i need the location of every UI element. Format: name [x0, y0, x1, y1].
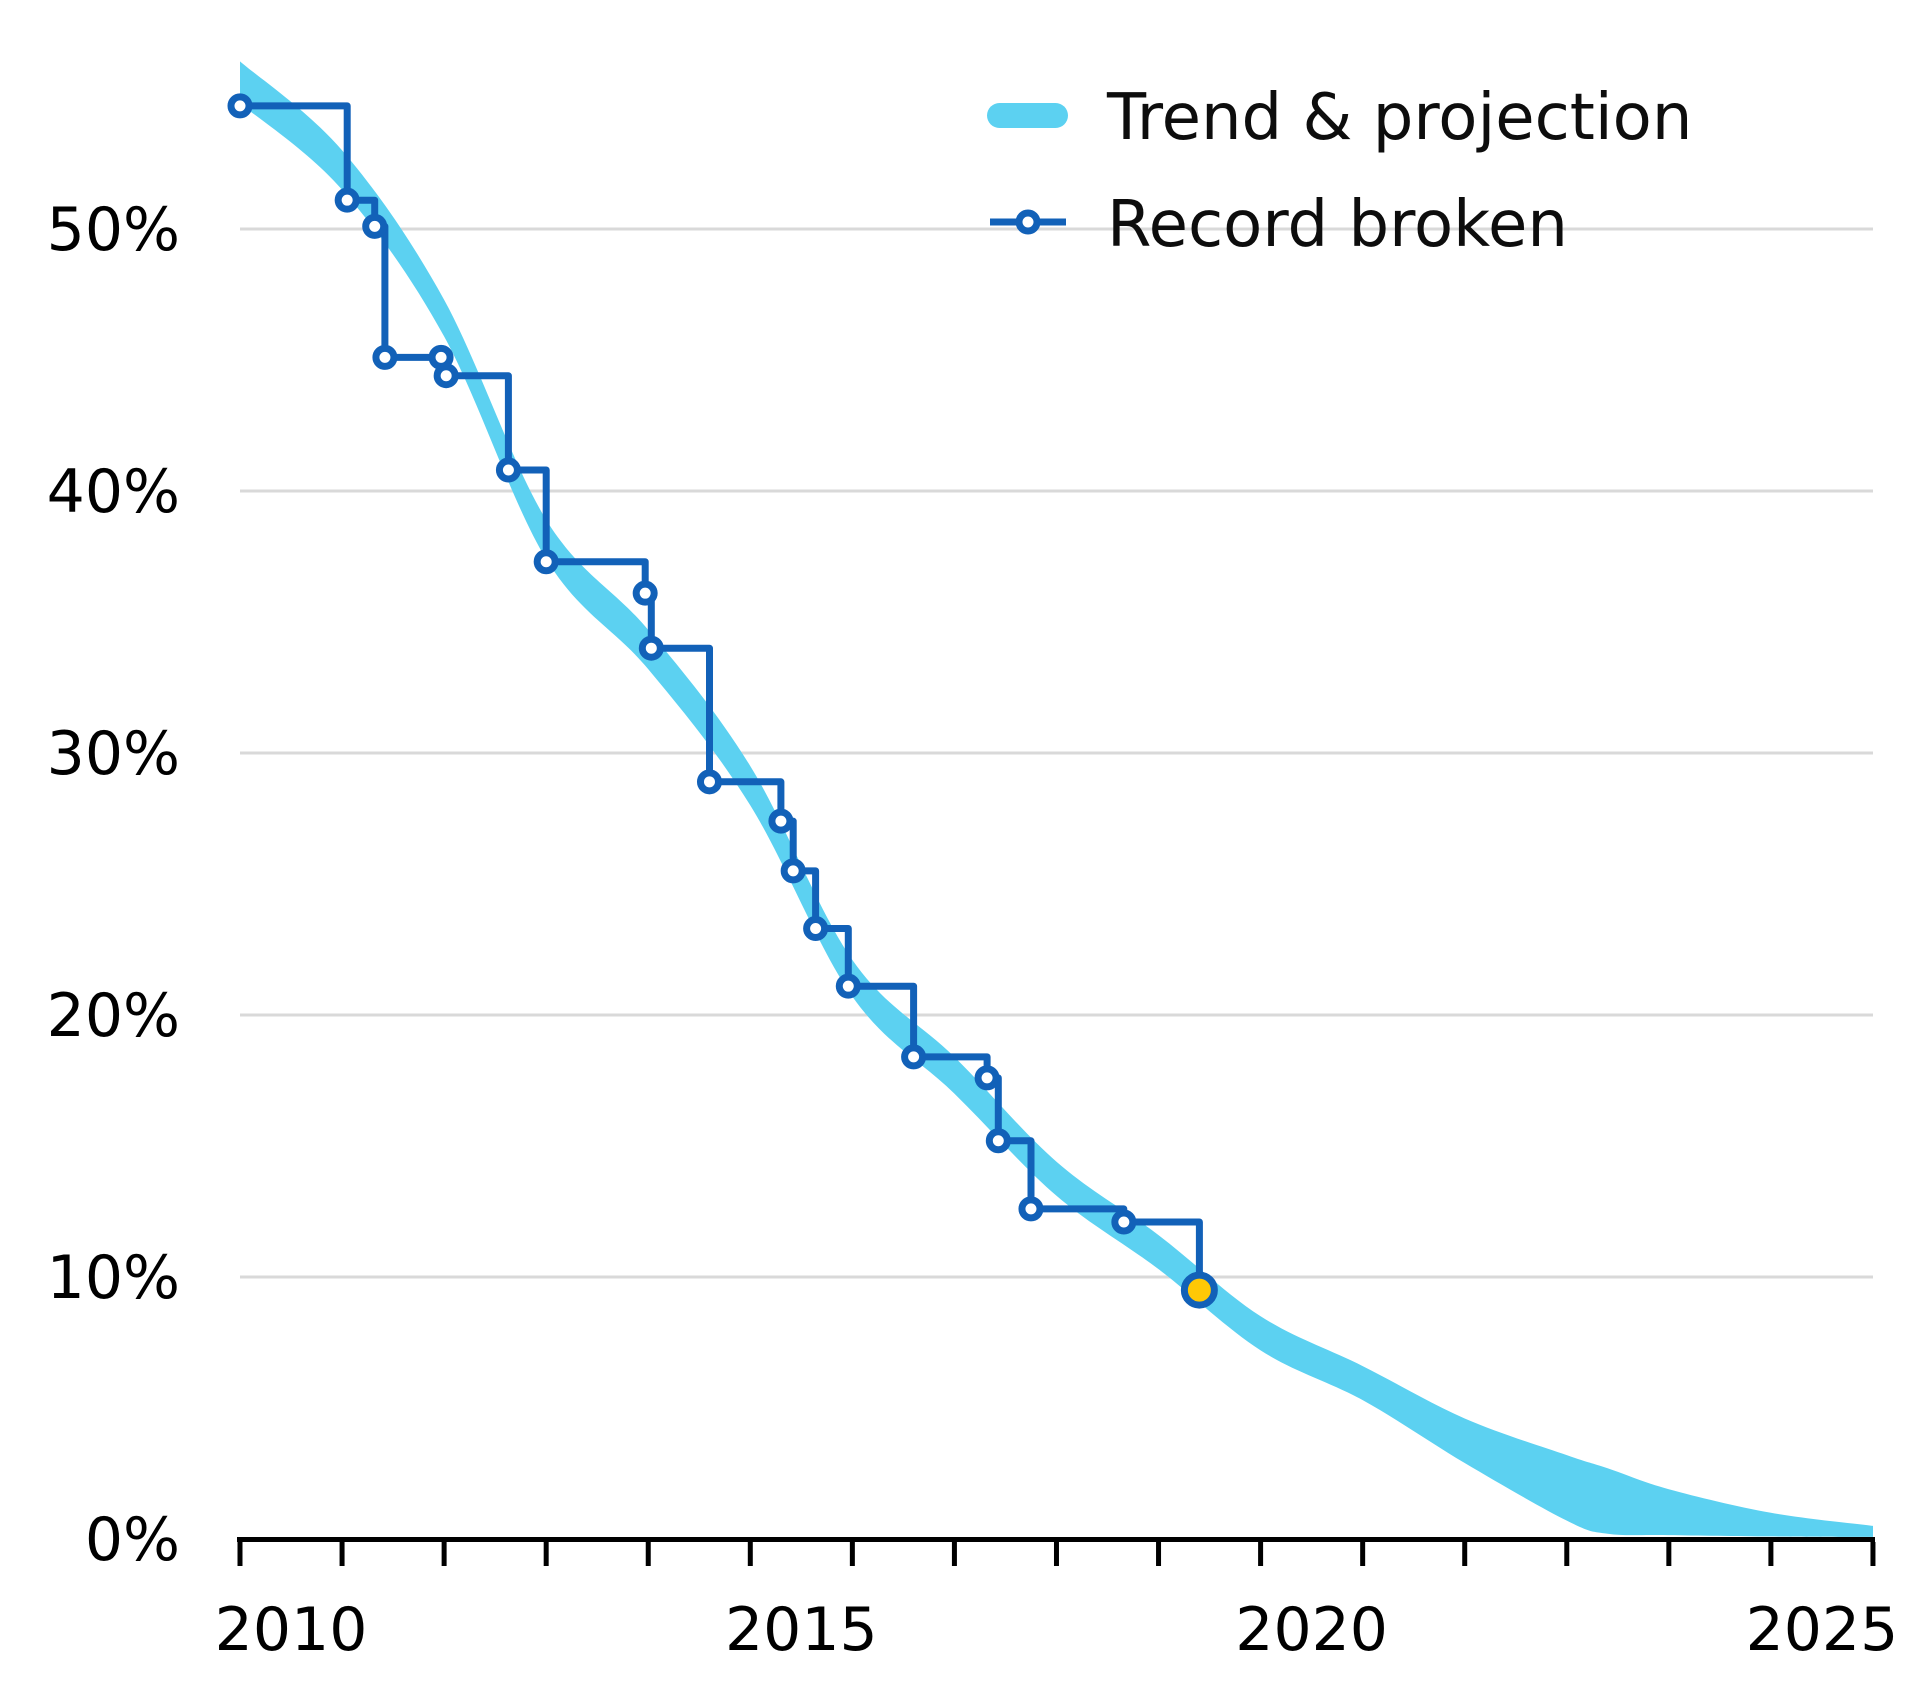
legend: Trend & projection Record broken [987, 81, 1692, 262]
record-marker [985, 1128, 1011, 1154]
record-marker [1111, 1209, 1137, 1235]
record-marker [638, 635, 664, 661]
x-tick-label: 2025 [1746, 1595, 1899, 1665]
record-marker [334, 187, 360, 213]
record-marker [1018, 1196, 1044, 1222]
trend-band-layer [240, 61, 1873, 1537]
record-marker [835, 973, 861, 999]
legend-record-label: Record broken [1107, 188, 1568, 262]
record-marker [768, 808, 794, 834]
trend-band [240, 61, 1873, 1537]
record-series-layer [227, 93, 1218, 1309]
record-marker [974, 1065, 1000, 1091]
record-marker [780, 858, 806, 884]
x-tick-label: 2010 [215, 1595, 368, 1665]
record-marker [433, 363, 459, 389]
record-marker [632, 580, 658, 606]
record-latest-marker [1180, 1271, 1218, 1309]
gridline-layer [240, 227, 1873, 1279]
x-axis [237, 1537, 1876, 1566]
record-marker [696, 769, 722, 795]
axis-label-layer: 2010 2015 2020 2025 0% 10% 20% 30% 40% 50% [47, 195, 1899, 1665]
y-tick-label: 50% [47, 195, 180, 265]
record-marker [372, 344, 398, 370]
legend-trend-label: Trend & projection [1106, 81, 1692, 155]
record-marker [533, 549, 559, 575]
y-tick-label: 30% [47, 719, 180, 789]
record-marker [362, 213, 388, 239]
y-tick-label: 10% [47, 1243, 180, 1313]
y-tick-label: 0% [85, 1505, 180, 1575]
record-step-line [240, 102, 1203, 1291]
x-tick-label: 2020 [1235, 1595, 1388, 1665]
record-marker [803, 916, 829, 942]
record-legend-marker-icon [990, 209, 1066, 235]
record-marker [901, 1044, 927, 1070]
y-tick-label: 20% [47, 981, 180, 1051]
trend-legend-swatch-icon [987, 103, 1068, 128]
record-marker [495, 457, 521, 483]
x-tick-label: 2015 [725, 1595, 878, 1665]
record-marker [227, 93, 253, 119]
y-tick-label: 40% [47, 457, 180, 527]
